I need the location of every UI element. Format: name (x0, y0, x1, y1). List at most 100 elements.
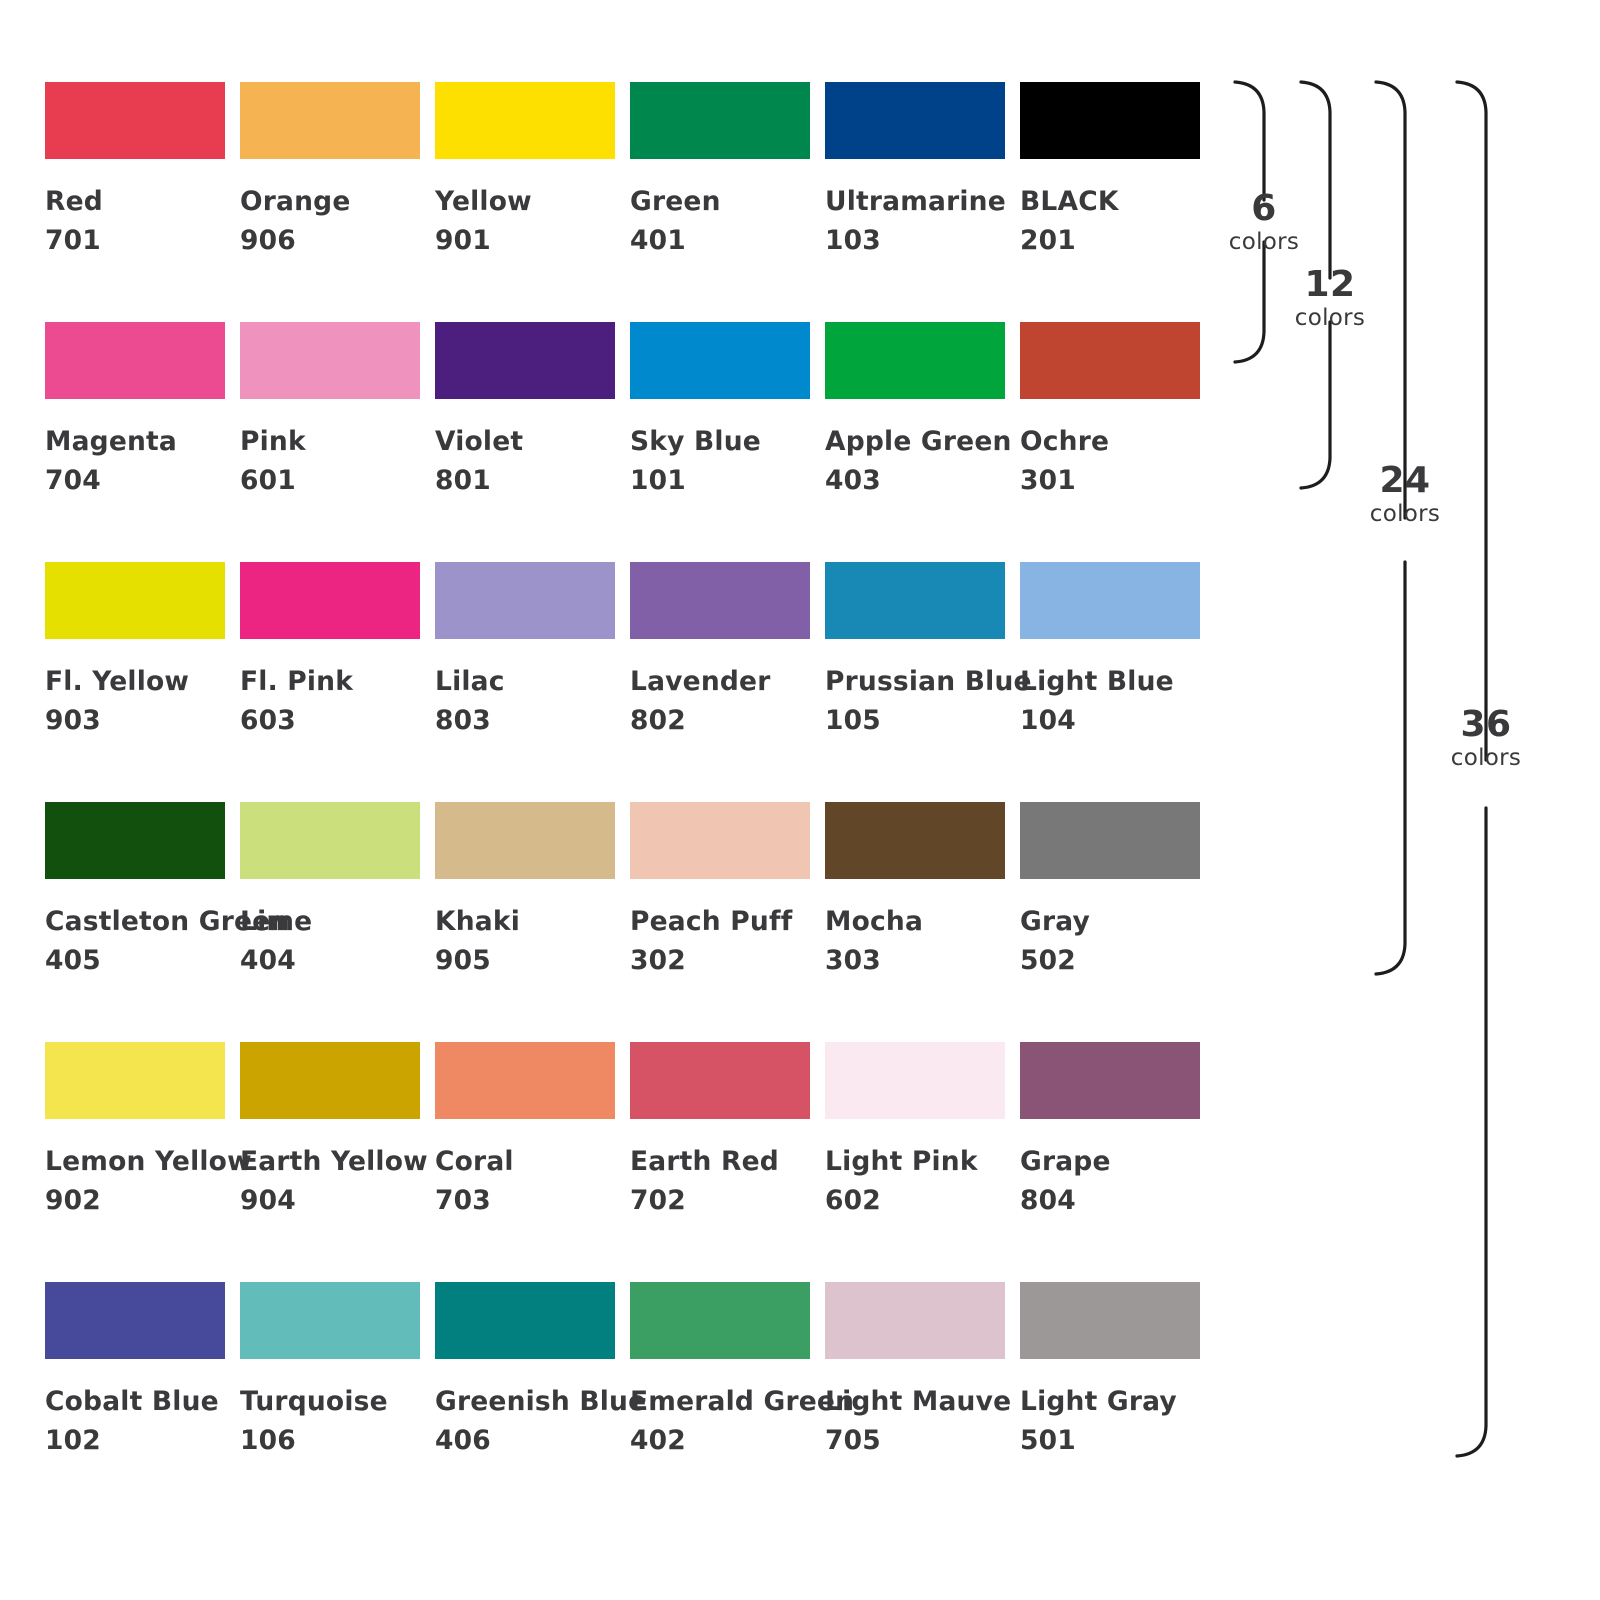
color-swatch[interactable] (45, 82, 225, 159)
color-swatch[interactable] (630, 1282, 810, 1359)
color-swatch[interactable] (240, 322, 420, 399)
color-swatch[interactable] (435, 802, 615, 879)
swatch-cell[interactable]: Gray 502 (1020, 802, 1204, 976)
color-swatch[interactable] (435, 322, 615, 399)
swatch-cell[interactable]: Lemon Yellow 902 (45, 1042, 252, 1216)
color-swatch[interactable] (45, 562, 225, 639)
swatch-name: Magenta (45, 426, 178, 457)
swatch-cell[interactable]: Magenta 704 (45, 322, 229, 496)
swatch-caption: Castleton Green 405 (45, 902, 289, 980)
swatch-code: 906 (240, 225, 296, 257)
color-swatch[interactable] (825, 82, 1005, 159)
swatch-cell[interactable]: Emerald Green 402 (630, 1282, 854, 1456)
swatch-code: 802 (630, 705, 686, 737)
swatch-cell[interactable]: Lime 404 (240, 802, 424, 976)
color-swatch[interactable] (45, 1042, 225, 1119)
color-swatch[interactable] (825, 1282, 1005, 1359)
color-swatch[interactable] (240, 1042, 420, 1119)
swatch-cell[interactable]: Fl. Pink 603 (240, 562, 424, 736)
color-swatch[interactable] (435, 562, 615, 639)
swatch-code: 406 (435, 1425, 491, 1457)
color-swatch[interactable] (435, 82, 615, 159)
color-swatch[interactable] (435, 1042, 615, 1119)
swatch-cell[interactable]: Violet 801 (435, 322, 619, 496)
color-swatch[interactable] (45, 1282, 225, 1359)
color-swatch[interactable] (630, 322, 810, 399)
swatch-code: 902 (45, 1185, 101, 1217)
swatch-code: 103 (825, 225, 881, 257)
swatch-name: Light Pink (825, 1146, 978, 1177)
swatch-cell[interactable]: Coral 703 (435, 1042, 619, 1216)
swatch-cell[interactable]: Cobalt Blue 102 (45, 1282, 229, 1456)
swatch-cell[interactable]: Peach Puff 302 (630, 802, 814, 976)
bracket-lines (1233, 80, 1488, 1458)
swatch-cell[interactable]: Pink 601 (240, 322, 424, 496)
swatch-cell[interactable]: Red 701 (45, 82, 229, 256)
swatch-cell[interactable]: Lavender 802 (630, 562, 814, 736)
bracket-count-12: 12 (1304, 264, 1356, 305)
swatch-cell[interactable]: Mocha 303 (825, 802, 1009, 976)
swatch-cell[interactable]: Earth Red 702 (630, 1042, 814, 1216)
swatch-cell[interactable]: Light Mauve 705 (825, 1282, 1011, 1456)
swatch-caption: Earth Yellow 904 (240, 1142, 428, 1220)
swatch-cell[interactable]: Earth Yellow 904 (240, 1042, 428, 1216)
bracket-unit-6: colors (1228, 228, 1300, 255)
color-swatch[interactable] (240, 802, 420, 879)
color-swatch[interactable] (240, 562, 420, 639)
swatch-cell[interactable]: Light Blue 104 (1020, 562, 1204, 736)
color-swatch[interactable] (435, 1282, 615, 1359)
color-swatch[interactable] (1020, 562, 1200, 639)
swatch-cell[interactable]: Yellow 901 (435, 82, 619, 256)
swatch-name: Earth Yellow (240, 1146, 428, 1177)
color-swatch[interactable] (825, 802, 1005, 879)
color-swatch[interactable] (1020, 802, 1200, 879)
swatch-cell[interactable]: Apple Green 403 (825, 322, 1011, 496)
bracket-unit-36: colors (1450, 744, 1522, 771)
swatch-cell[interactable]: Fl. Yellow 903 (45, 562, 229, 736)
color-swatch[interactable] (45, 802, 225, 879)
color-swatch[interactable] (630, 802, 810, 879)
swatch-caption: Sky Blue 101 (630, 422, 761, 500)
color-swatch[interactable] (240, 82, 420, 159)
swatch-name: Light Blue (1020, 666, 1174, 697)
bracket-path-24 (1374, 80, 1407, 976)
swatch-caption: Gray 502 (1020, 902, 1090, 980)
swatch-cell[interactable]: Lilac 803 (435, 562, 619, 736)
color-swatch[interactable] (825, 562, 1005, 639)
swatch-cell[interactable]: Ochre 301 (1020, 322, 1204, 496)
swatch-code: 301 (1020, 465, 1076, 497)
color-swatch[interactable] (45, 322, 225, 399)
color-swatch[interactable] (1020, 322, 1200, 399)
swatch-cell[interactable]: Castleton Green 405 (45, 802, 289, 976)
swatch-name: Light Gray (1020, 1386, 1177, 1417)
color-swatch[interactable] (630, 82, 810, 159)
color-swatch[interactable] (630, 562, 810, 639)
swatch-cell[interactable]: Khaki 905 (435, 802, 619, 976)
swatch-code: 903 (45, 705, 101, 737)
color-swatch[interactable] (825, 1042, 1005, 1119)
swatch-cell[interactable]: Orange 906 (240, 82, 424, 256)
swatch-caption: Apple Green 403 (825, 422, 1012, 500)
color-swatch[interactable] (240, 1282, 420, 1359)
swatch-cell[interactable]: BLACK 201 (1020, 82, 1204, 256)
swatch-cell[interactable]: Grape 804 (1020, 1042, 1204, 1216)
color-swatch[interactable] (630, 1042, 810, 1119)
swatch-cell[interactable]: Greenish Blue 406 (435, 1282, 646, 1456)
swatch-cell[interactable]: Prussian Blue 105 (825, 562, 1031, 736)
color-swatch[interactable] (1020, 1042, 1200, 1119)
color-swatch[interactable] (825, 322, 1005, 399)
color-swatch[interactable] (1020, 82, 1200, 159)
swatch-name: Lilac (435, 666, 505, 697)
swatch-code: 303 (825, 945, 881, 977)
color-swatch[interactable] (1020, 1282, 1200, 1359)
swatch-cell[interactable]: Turquoise 106 (240, 1282, 424, 1456)
swatch-cell[interactable]: Light Gray 501 (1020, 1282, 1204, 1456)
swatch-cell[interactable]: Light Pink 602 (825, 1042, 1009, 1216)
swatch-name: Apple Green (825, 426, 1012, 457)
swatch-cell[interactable]: Green 401 (630, 82, 814, 256)
swatch-code: 302 (630, 945, 686, 977)
swatch-name: Red (45, 186, 103, 217)
swatch-cell[interactable]: Sky Blue 101 (630, 322, 814, 496)
swatch-cell[interactable]: Ultramarine 103 (825, 82, 1009, 256)
